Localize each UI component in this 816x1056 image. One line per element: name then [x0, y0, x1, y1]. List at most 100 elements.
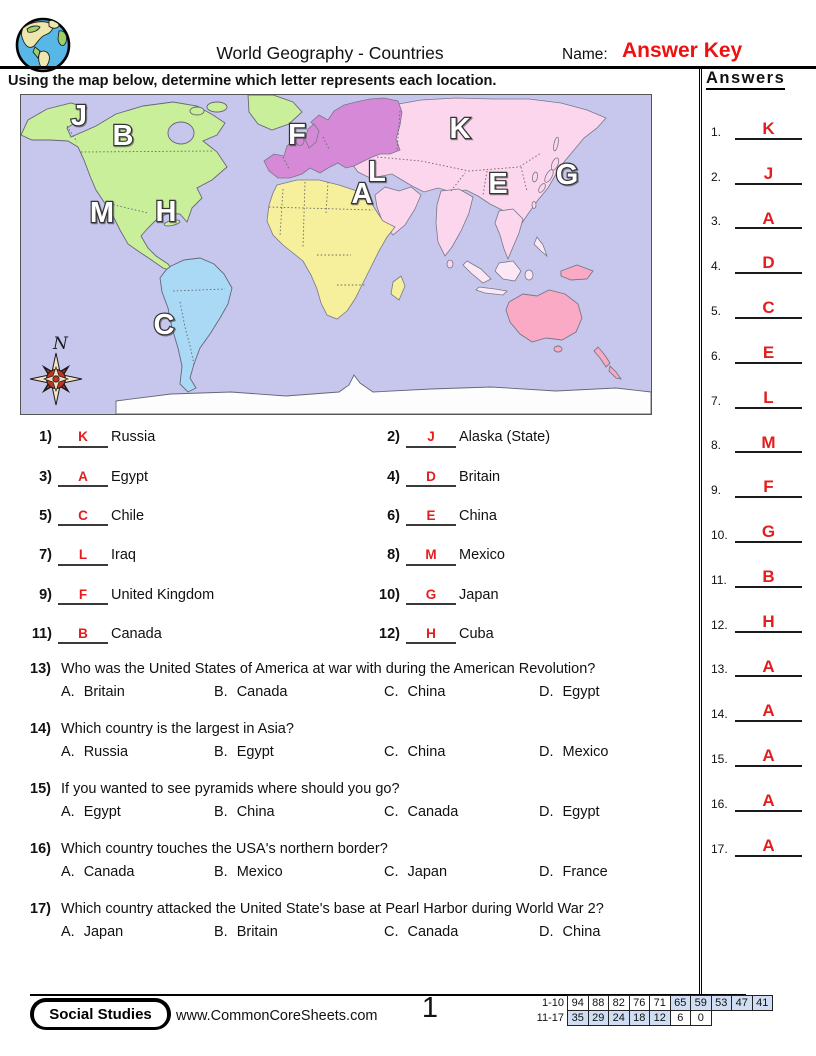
- grading-table: 1-10 94 88 82 76 71 65 59 53 47 41 11-17…: [524, 995, 773, 1026]
- matching-question-11: 11) B Canada: [30, 626, 378, 645]
- map-letter-g: G: [556, 159, 579, 191]
- africa: [266, 179, 396, 320]
- option-c: C. Canada: [384, 924, 459, 940]
- map-letter-f: F: [288, 119, 306, 151]
- answer-item-1: 1. K: [702, 95, 816, 140]
- option-b: B. China: [214, 804, 275, 820]
- option-a: A. Russia: [61, 744, 129, 760]
- matching-answer: H: [406, 627, 456, 645]
- matching-question-7: 7) L Iraq: [30, 547, 378, 566]
- asia: [351, 97, 607, 227]
- matching-question-12: 12) H Cuba: [378, 626, 692, 645]
- compass-north-label: N: [52, 334, 69, 354]
- matching-question-2: 2) J Alaska (State): [378, 429, 692, 448]
- answer-item-9: 9. F: [702, 453, 816, 499]
- answer-value: A: [735, 747, 802, 767]
- matching-question-3: 3) A Egypt: [30, 469, 378, 488]
- subject-badge-label: Social Studies: [34, 1001, 167, 1027]
- question-text: Which country attacked the United State'…: [61, 901, 604, 917]
- sri-lanka: [446, 259, 454, 269]
- grade-cell: 82: [608, 995, 630, 1011]
- grading-row-2: 11-17 35 29 24 18 12 6 0: [524, 1010, 773, 1026]
- answer-item-5: 5. C: [702, 274, 816, 319]
- compass-rose: N: [29, 334, 83, 406]
- matching-answer: L: [58, 548, 108, 566]
- question-text: Which country touches the USA's northern…: [61, 841, 388, 857]
- answer-value: A: [735, 657, 802, 678]
- matching-answer: M: [406, 548, 456, 566]
- sumatra: [462, 260, 492, 284]
- map-letter-c: C: [154, 309, 175, 341]
- mc-question-13: 13) Who was the United States of America …: [30, 658, 700, 705]
- india: [435, 188, 474, 257]
- answer-item-7: 7. L: [702, 364, 816, 409]
- grade-cell: 12: [649, 1010, 671, 1026]
- option-a: A. Egypt: [61, 804, 121, 820]
- matching-question-4: 4) D Britain: [378, 469, 692, 488]
- header-divider: [0, 66, 816, 69]
- grading-row-1: 1-10 94 88 82 76 71 65 59 53 47 41: [524, 995, 773, 1011]
- map-letter-k: K: [450, 113, 471, 145]
- option-d: D. France: [539, 864, 608, 880]
- matching-answer: B: [58, 627, 108, 645]
- matching-answer: F: [58, 588, 108, 606]
- answer-item-15: 15. A: [702, 722, 816, 767]
- option-b: B. Egypt: [214, 744, 274, 760]
- option-b: B. Canada: [214, 684, 288, 700]
- mc-question-16: 16) Which country touches the USA's north…: [30, 838, 700, 885]
- matching-questions: 1) K Russia 2) J Alaska (State) 3) A Egypt 4) D…: [30, 419, 692, 655]
- answer-value: H: [735, 612, 802, 633]
- matching-answer: G: [406, 588, 456, 606]
- map-letter-j: J: [71, 100, 87, 132]
- answer-item-8: 8. M: [702, 409, 816, 454]
- grade-cell: 41: [751, 995, 773, 1011]
- matching-question-9: 9) F United Kingdom: [30, 587, 378, 606]
- answer-value: L: [735, 388, 802, 409]
- map-letter-l: L: [368, 156, 386, 188]
- north-america: [21, 101, 228, 272]
- answer-item-12: 12. H: [702, 588, 816, 633]
- matching-question-1: 1) K Russia: [30, 429, 378, 448]
- grade-cell: 71: [649, 995, 671, 1011]
- map-letter-h: H: [156, 196, 177, 228]
- answer-item-4: 4. D: [702, 229, 816, 275]
- answers-title: Answers: [706, 69, 786, 90]
- grade-cell: 24: [608, 1010, 630, 1026]
- answer-item-17: 17. A: [702, 812, 816, 857]
- multiple-choice-section: 13) Who was the United States of America …: [30, 658, 700, 958]
- option-b: B. Britain: [214, 924, 278, 940]
- grade-cell: 76: [628, 995, 650, 1011]
- grade-cell: 29: [587, 1010, 609, 1026]
- answer-value: A: [735, 836, 802, 857]
- answer-item-11: 11. B: [702, 543, 816, 588]
- instruction-text: Using the map below, determine which let…: [8, 73, 497, 89]
- answer-item-13: 13. A: [702, 633, 816, 678]
- mc-question-17: 17) Which country attacked the United Sta…: [30, 898, 700, 945]
- matching-answer: C: [58, 509, 108, 527]
- cuba: [163, 219, 181, 227]
- new-zealand-south: [608, 365, 623, 380]
- option-d: D. Egypt: [539, 804, 600, 820]
- hudson-bay: [167, 121, 195, 145]
- new-guinea: [560, 264, 594, 281]
- option-d: D. Mexico: [539, 744, 609, 760]
- country-borders: [66, 110, 542, 366]
- answer-item-14: 14. A: [702, 677, 816, 723]
- answer-value: E: [735, 344, 802, 364]
- option-a: A. Canada: [61, 864, 135, 880]
- grade-cell: 0: [690, 1010, 712, 1026]
- option-a: A. Britain: [61, 684, 125, 700]
- option-c: C. China: [384, 684, 446, 700]
- answer-value: D: [735, 254, 802, 275]
- option-c: C. Japan: [384, 864, 448, 880]
- arctic-island-2: [189, 106, 205, 116]
- grade-cell: 47: [731, 995, 753, 1011]
- matching-answer: E: [406, 509, 456, 527]
- matching-question-10: 10) G Japan: [378, 587, 692, 606]
- arctic-island-1: [206, 101, 228, 113]
- option-d: D. Egypt: [539, 684, 600, 700]
- greenland: [247, 95, 303, 131]
- answers-panel: Answers 1. K 2. J 3. A 4. D 5. C 6. E 7. L 8. M …: [699, 69, 816, 995]
- grade-cell: 59: [690, 995, 712, 1011]
